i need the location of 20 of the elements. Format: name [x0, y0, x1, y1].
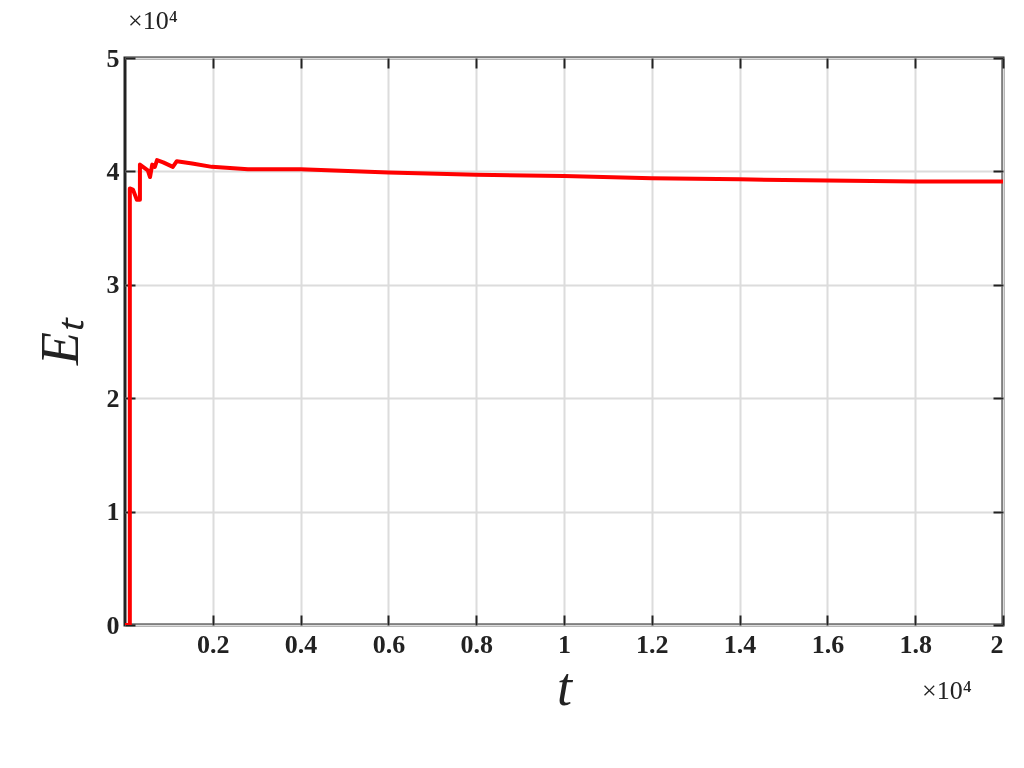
x-tick-label: 1.4 [723, 629, 757, 659]
x-tick-label: 2 [990, 629, 1004, 659]
y-tick-label: 3 [106, 270, 120, 300]
x-tick-label: 0.2 [197, 629, 230, 659]
x-tick-label: 0.6 [372, 629, 406, 659]
y-tick-label: 1 [106, 497, 120, 527]
x-tick-label: 1.6 [811, 629, 845, 659]
x-axis-title: t [556, 656, 574, 717]
x-tick-label: 1 [558, 629, 571, 659]
y-axis-title: Eₜ [29, 317, 90, 366]
x-tick-label: 0.8 [460, 629, 493, 659]
y-tick-label: 2 [106, 383, 120, 413]
y-tick-label: 5 [106, 43, 120, 73]
x-tick-label: 1.2 [636, 629, 669, 659]
text: ×10⁴ [128, 6, 178, 36]
text: ×10⁴ [922, 676, 972, 706]
x-tick-label: 1.8 [899, 629, 932, 659]
y-tick-label: 4 [106, 156, 120, 186]
y-tick-label: 0 [106, 610, 120, 640]
x-tick-label: 0.4 [284, 629, 318, 659]
